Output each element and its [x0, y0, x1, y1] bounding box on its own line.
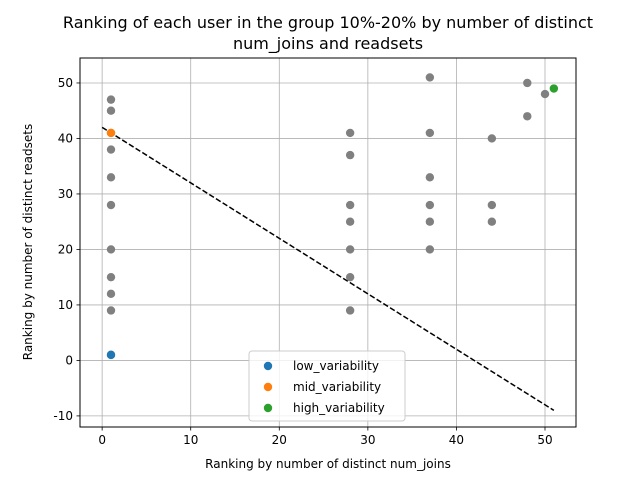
legend-label: mid_variability — [293, 380, 381, 394]
y-tick-label: 10 — [58, 298, 73, 312]
legend-label: low_variability — [293, 359, 379, 373]
gray-data-point — [425, 128, 435, 138]
x-tick-label: 0 — [98, 433, 106, 447]
x-tick-label: 10 — [183, 433, 198, 447]
gray-data-point — [106, 289, 116, 299]
x-tick-label: 30 — [360, 433, 375, 447]
legend-marker — [263, 403, 273, 413]
gray-data-point — [345, 128, 355, 138]
y-tick-label: -10 — [53, 409, 73, 423]
legend-marker — [263, 382, 273, 392]
gray-data-point — [425, 73, 435, 82]
gray-data-point — [345, 200, 355, 210]
gray-data-point — [106, 200, 116, 210]
gray-data-point — [345, 245, 355, 254]
gray-data-point — [345, 306, 355, 315]
grid-lines — [80, 58, 576, 427]
high_variability-point — [549, 84, 559, 93]
gray-data-point — [487, 134, 497, 143]
gray-data-point — [106, 272, 116, 282]
plot-frame — [79, 57, 577, 428]
chart-title-line-2: num_joins and readsets — [233, 34, 423, 54]
y-tick-label: 30 — [58, 187, 73, 201]
gray-data-point — [106, 306, 116, 315]
legend: low_variability mid_variability high_varia… — [248, 350, 406, 422]
y-tick-label: 50 — [58, 76, 73, 90]
gray-data-point — [425, 200, 435, 210]
gray-data-point — [345, 272, 355, 282]
chart-title-line-1: Ranking of each user in the group 10%-20… — [63, 13, 593, 32]
x-axis-label: Ranking by number of distinct num_joins — [205, 457, 451, 471]
x-tick-label: 40 — [449, 433, 464, 447]
gray-data-point — [106, 106, 116, 115]
gray-data-point — [425, 173, 435, 182]
gray-data-point — [425, 245, 435, 254]
trend-line — [101, 126, 555, 411]
gray-data-point — [487, 217, 497, 226]
gray-data-point — [487, 200, 497, 210]
legend-label: high_variability — [293, 401, 385, 415]
axis-ticks: 0 10 20 30 40 50 -10 0 10 20 30 40 50 — [53, 76, 552, 447]
legend-marker — [263, 361, 273, 371]
low_variability-point — [106, 350, 116, 360]
gray-data-point — [345, 217, 355, 226]
gray-data-point — [345, 150, 355, 160]
data-points — [106, 73, 559, 360]
gray-data-point — [425, 217, 435, 226]
gray-data-point — [106, 245, 116, 254]
trend-line-group — [101, 126, 555, 411]
gray-data-point — [540, 89, 550, 99]
gray-data-point — [523, 112, 532, 121]
x-tick-label: 50 — [537, 433, 552, 447]
y-tick-label: 0 — [65, 353, 73, 367]
gray-data-point — [106, 145, 116, 154]
legend-box — [248, 350, 406, 422]
x-tick-label: 20 — [272, 433, 287, 447]
y-tick-label: 20 — [58, 242, 73, 256]
gray-data-point — [523, 78, 532, 88]
gray-data-point — [106, 173, 116, 182]
gray-data-point — [106, 95, 116, 104]
y-axis-label: Ranking by number of distinct readsets — [21, 124, 35, 361]
mid_variability-point — [106, 128, 116, 138]
y-tick-label: 40 — [58, 131, 73, 145]
